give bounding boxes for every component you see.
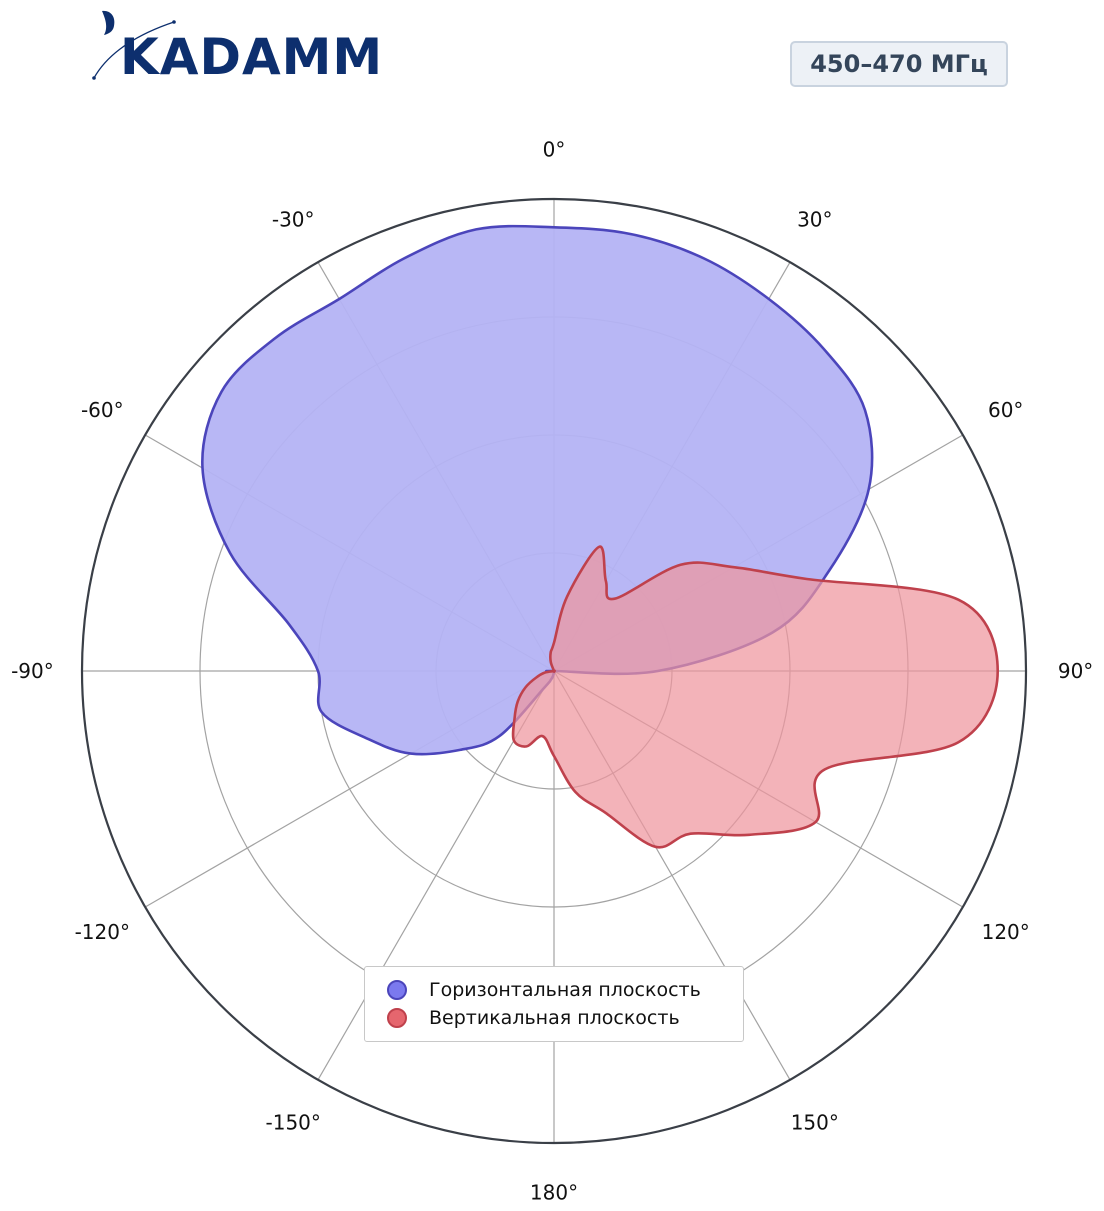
- legend-label-horizontal: Горизонтальная плоскость: [429, 979, 701, 1001]
- chart-legend: Горизонтальная плоскость Вертикальная пл…: [364, 966, 744, 1042]
- angle-tick-labels: 0° 30° 60° 90° 120° 150° 180° -150° -120° -90° -60…: [11, 137, 1093, 1204]
- angle-tick-label: 30°: [797, 207, 832, 231]
- angle-tick-label: 0°: [543, 137, 566, 161]
- angle-tick-label: 60°: [988, 398, 1023, 422]
- angle-tick-label: -30°: [272, 207, 315, 231]
- angle-tick-label: 180°: [530, 1181, 578, 1205]
- angle-tick-label: 90°: [1058, 659, 1093, 683]
- angle-tick-label: -150°: [266, 1111, 321, 1135]
- legend-marker-horizontal: [387, 980, 407, 1000]
- angle-tick-label: 120°: [982, 920, 1030, 944]
- angle-tick-label: -90°: [11, 659, 54, 683]
- angle-tick-label: -60°: [81, 398, 124, 422]
- legend-item-horizontal: Горизонтальная плоскость: [387, 977, 701, 1003]
- company-logo: KADAMM: [86, 8, 382, 88]
- legend-label-vertical: Вертикальная плоскость: [429, 1007, 680, 1029]
- logo-mark-icon: [92, 10, 176, 80]
- logo-wordmark: KADAMM: [120, 28, 384, 86]
- series-vertical-area: [511, 545, 999, 849]
- legend-item-vertical: Вертикальная плоскость: [387, 1005, 680, 1031]
- legend-marker-vertical: [387, 1008, 407, 1028]
- angle-tick-label: 150°: [791, 1111, 839, 1135]
- series-layer: [201, 224, 999, 849]
- frequency-badge: 450–470 МГц: [790, 41, 1008, 87]
- polar-frame: [80, 197, 1028, 1145]
- angle-tick-label: -120°: [75, 920, 130, 944]
